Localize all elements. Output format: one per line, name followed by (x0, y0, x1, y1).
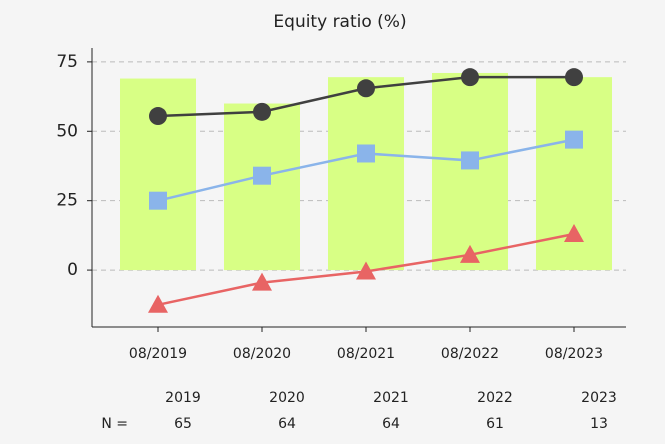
marker (461, 68, 479, 87)
table-year: 2021 (373, 390, 409, 406)
y-tick-label: 75 (56, 52, 78, 72)
table-year: 2020 (269, 390, 305, 406)
x-tick-label: 08/2019 (129, 346, 187, 362)
marker (357, 144, 375, 163)
table-n: 64 (278, 416, 296, 432)
marker (253, 102, 271, 121)
table-n: 64 (382, 416, 400, 432)
bar (328, 77, 404, 271)
x-tick-label: 08/2020 (233, 346, 291, 362)
y-tick-label: 0 (67, 260, 78, 280)
marker (252, 272, 272, 291)
bar (224, 103, 300, 271)
y-tick-label: 25 (56, 191, 78, 211)
marker (148, 294, 168, 313)
marker (149, 107, 167, 126)
marker (356, 261, 376, 280)
marker (461, 151, 479, 170)
table-year: 2019 (165, 390, 201, 406)
y-tick-label: 50 (56, 121, 78, 141)
x-tick-label: 08/2022 (441, 346, 499, 362)
table-year: 2023 (581, 390, 617, 406)
chart-title: Equity ratio (%) (273, 12, 406, 32)
bar (432, 72, 508, 271)
table-n-label: N = (101, 416, 128, 432)
x-tick-label: 08/2023 (545, 346, 603, 362)
marker (253, 166, 271, 185)
table-n: 61 (486, 416, 504, 432)
table-n: 65 (174, 416, 192, 432)
table-n: 13 (590, 416, 608, 432)
marker (357, 79, 375, 98)
table-year: 2022 (477, 390, 513, 406)
x-tick-label: 08/2021 (337, 346, 395, 362)
marker (565, 68, 583, 87)
marker (460, 244, 480, 263)
marker (564, 224, 584, 242)
marker (565, 130, 583, 149)
marker (149, 191, 167, 210)
